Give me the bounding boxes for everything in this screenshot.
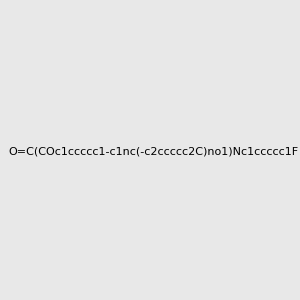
- Text: O=C(COc1ccccc1-c1nc(-c2ccccc2C)no1)Nc1ccccc1F: O=C(COc1ccccc1-c1nc(-c2ccccc2C)no1)Nc1cc…: [9, 146, 299, 157]
